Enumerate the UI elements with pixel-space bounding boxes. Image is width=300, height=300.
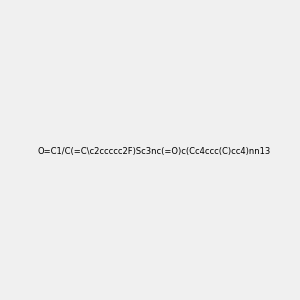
Text: O=C1/C(=C\c2ccccc2F)Sc3nc(=O)c(Cc4ccc(C)cc4)nn13: O=C1/C(=C\c2ccccc2F)Sc3nc(=O)c(Cc4ccc(C)… xyxy=(37,147,270,156)
